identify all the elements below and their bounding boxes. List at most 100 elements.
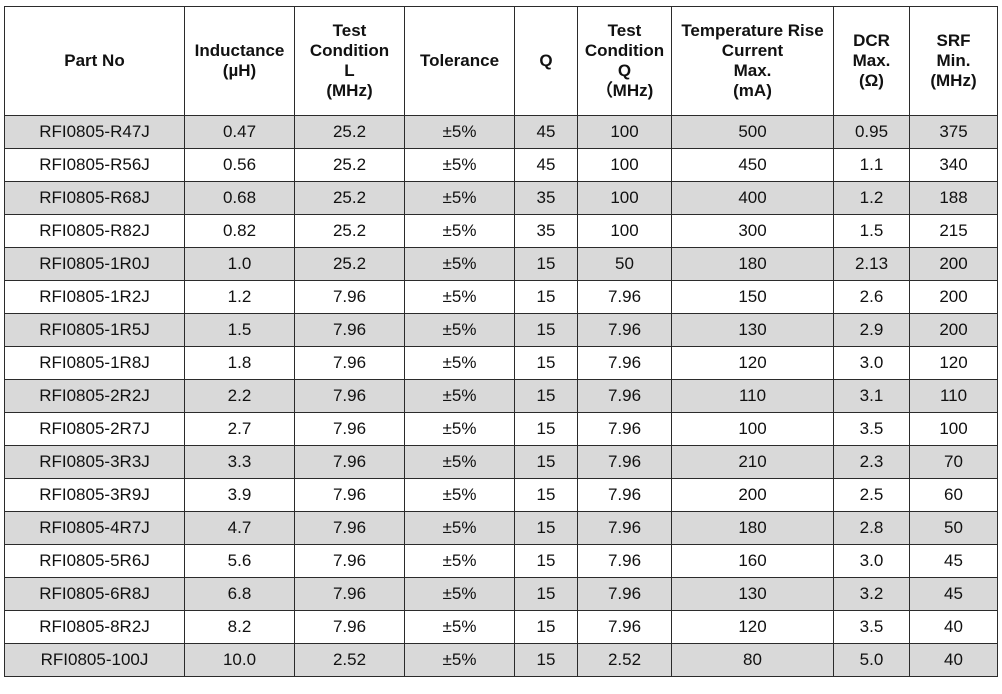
part-no-cell: RFI0805-1R5J	[4, 313, 185, 347]
srf-cell: 200	[909, 280, 998, 314]
part-no-cell: RFI0805-5R6J	[4, 544, 185, 578]
dcr-cell: 5.0	[833, 643, 910, 677]
dcr-cell: 3.1	[833, 379, 910, 413]
table-row: RFI0805-1R2J 1.2 7.96 ±5% 15 7.96 150 2.6 200	[4, 280, 998, 314]
q-cell: 15	[514, 511, 578, 545]
srf-cell: 340	[909, 148, 998, 182]
dcr-cell: 2.13	[833, 247, 910, 281]
table-row: RFI0805-R47J 0.47 25.2 ±5% 45 100 500 0.95 375	[4, 115, 998, 149]
inductance-cell: 1.5	[184, 313, 295, 347]
test-condition-q-cell: 7.96	[577, 346, 672, 380]
srf-cell: 110	[909, 379, 998, 413]
test-condition-q-cell: 7.96	[577, 544, 672, 578]
dcr-cell: 2.9	[833, 313, 910, 347]
test-condition-l-cell: 7.96	[294, 544, 405, 578]
header-q: Q	[514, 6, 578, 116]
table-row: RFI0805-1R8J 1.8 7.96 ±5% 15 7.96 120 3.0 120	[4, 346, 998, 380]
dcr-cell: 2.3	[833, 445, 910, 479]
q-cell: 15	[514, 577, 578, 611]
table-body: RFI0805-R47J 0.47 25.2 ±5% 45 100 500 0.95 375 RF…	[4, 115, 998, 677]
part-no-cell: RFI0805-8R2J	[4, 610, 185, 644]
tolerance-cell: ±5%	[404, 181, 515, 215]
temperature-rise-current-cell: 200	[671, 478, 834, 512]
part-no-cell: RFI0805-2R2J	[4, 379, 185, 413]
table-row: RFI0805-100J 10.0 2.52 ±5% 15 2.52 80 5.0 40	[4, 643, 998, 677]
srf-cell: 40	[909, 610, 998, 644]
header-inductance: Inductance (µH)	[184, 6, 295, 116]
temperature-rise-current-cell: 130	[671, 313, 834, 347]
table-row: RFI0805-6R8J 6.8 7.96 ±5% 15 7.96 130 3.2 45	[4, 577, 998, 611]
tolerance-cell: ±5%	[404, 379, 515, 413]
tolerance-cell: ±5%	[404, 115, 515, 149]
test-condition-l-cell: 25.2	[294, 214, 405, 248]
tolerance-cell: ±5%	[404, 148, 515, 182]
part-no-cell: RFI0805-R68J	[4, 181, 185, 215]
q-cell: 15	[514, 544, 578, 578]
part-no-cell: RFI0805-R82J	[4, 214, 185, 248]
dcr-cell: 0.95	[833, 115, 910, 149]
tolerance-cell: ±5%	[404, 346, 515, 380]
header-test-condition-q: Test Condition Q （MHz)	[577, 6, 672, 116]
inductance-cell: 2.2	[184, 379, 295, 413]
test-condition-q-cell: 2.52	[577, 643, 672, 677]
dcr-cell: 3.2	[833, 577, 910, 611]
test-condition-l-cell: 7.96	[294, 313, 405, 347]
dcr-cell: 3.5	[833, 610, 910, 644]
tolerance-cell: ±5%	[404, 544, 515, 578]
q-cell: 15	[514, 478, 578, 512]
table-row: RFI0805-R68J 0.68 25.2 ±5% 35 100 400 1.2 188	[4, 181, 998, 215]
test-condition-q-cell: 7.96	[577, 412, 672, 446]
tolerance-cell: ±5%	[404, 511, 515, 545]
inductance-cell: 1.0	[184, 247, 295, 281]
temperature-rise-current-cell: 100	[671, 412, 834, 446]
temperature-rise-current-cell: 500	[671, 115, 834, 149]
part-no-cell: RFI0805-1R0J	[4, 247, 185, 281]
test-condition-l-cell: 7.96	[294, 379, 405, 413]
dcr-cell: 1.5	[833, 214, 910, 248]
test-condition-q-cell: 100	[577, 115, 672, 149]
temperature-rise-current-cell: 400	[671, 181, 834, 215]
table-row: RFI0805-2R7J 2.7 7.96 ±5% 15 7.96 100 3.5 100	[4, 412, 998, 446]
test-condition-l-cell: 25.2	[294, 148, 405, 182]
test-condition-l-cell: 7.96	[294, 412, 405, 446]
table-row: RFI0805-R82J 0.82 25.2 ±5% 35 100 300 1.5 215	[4, 214, 998, 248]
test-condition-l-cell: 25.2	[294, 181, 405, 215]
inductance-cell: 8.2	[184, 610, 295, 644]
part-no-cell: RFI0805-R47J	[4, 115, 185, 149]
test-condition-q-cell: 7.96	[577, 478, 672, 512]
inductance-cell: 10.0	[184, 643, 295, 677]
part-no-cell: RFI0805-6R8J	[4, 577, 185, 611]
tolerance-cell: ±5%	[404, 610, 515, 644]
q-cell: 35	[514, 181, 578, 215]
q-cell: 45	[514, 148, 578, 182]
temperature-rise-current-cell: 150	[671, 280, 834, 314]
inductance-cell: 0.47	[184, 115, 295, 149]
test-condition-l-cell: 7.96	[294, 577, 405, 611]
tolerance-cell: ±5%	[404, 412, 515, 446]
inductance-cell: 6.8	[184, 577, 295, 611]
tolerance-cell: ±5%	[404, 577, 515, 611]
table-row: RFI0805-8R2J 8.2 7.96 ±5% 15 7.96 120 3.5 40	[4, 610, 998, 644]
srf-cell: 188	[909, 181, 998, 215]
test-condition-q-cell: 7.96	[577, 511, 672, 545]
table-row: RFI0805-3R9J 3.9 7.96 ±5% 15 7.96 200 2.5 60	[4, 478, 998, 512]
inductance-cell: 3.9	[184, 478, 295, 512]
table-row: RFI0805-R56J 0.56 25.2 ±5% 45 100 450 1.1 340	[4, 148, 998, 182]
temperature-rise-current-cell: 180	[671, 247, 834, 281]
tolerance-cell: ±5%	[404, 445, 515, 479]
srf-cell: 45	[909, 577, 998, 611]
inductance-cell: 1.2	[184, 280, 295, 314]
temperature-rise-current-cell: 160	[671, 544, 834, 578]
srf-cell: 215	[909, 214, 998, 248]
srf-cell: 120	[909, 346, 998, 380]
inductance-cell: 1.8	[184, 346, 295, 380]
srf-cell: 45	[909, 544, 998, 578]
srf-cell: 40	[909, 643, 998, 677]
header-test-condition-l: Test Condition L (MHz)	[294, 6, 405, 116]
part-no-cell: RFI0805-3R3J	[4, 445, 185, 479]
q-cell: 15	[514, 445, 578, 479]
test-condition-q-cell: 100	[577, 148, 672, 182]
srf-cell: 70	[909, 445, 998, 479]
q-cell: 15	[514, 379, 578, 413]
srf-cell: 60	[909, 478, 998, 512]
